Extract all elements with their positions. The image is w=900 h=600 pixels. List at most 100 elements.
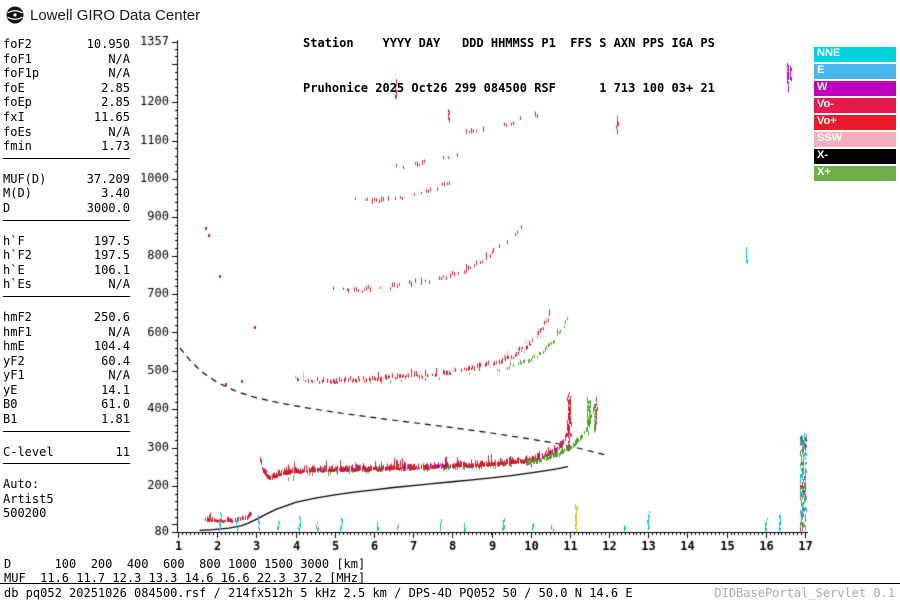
param-value: 2.85 — [101, 80, 130, 95]
param-separator — [3, 219, 130, 221]
param-label: MUF(D) — [3, 171, 47, 186]
param-label: hmE — [3, 339, 25, 354]
station-header: Station YYYY DAY DDD HHMMSS P1 FFS S AXN… — [303, 6, 715, 111]
param-row-artist5: Artist5 — [3, 492, 130, 507]
param-label: foF1p — [3, 66, 40, 81]
param-value: 250.6 — [93, 309, 130, 324]
param-label: D — [3, 200, 11, 215]
legend-item-vo: Vo- — [814, 98, 896, 113]
param-value: N/A — [108, 324, 130, 339]
param-value: 1.73 — [101, 139, 130, 154]
param-row-mufd: MUF(D) 37.209 — [3, 172, 130, 187]
param-row-fof1: foF1 N/A — [3, 52, 130, 67]
param-value: 11.65 — [93, 109, 130, 124]
servlet-version-label: DIDBasePortal_Servlet 0.1 — [714, 586, 895, 600]
param-label: B0 — [3, 397, 18, 412]
station-header-columns: Station YYYY DAY DDD HHMMSS P1 FFS S AXN… — [303, 36, 715, 50]
param-row-fof1p: foF1p N/A — [3, 66, 130, 81]
param-row-he: h`E 106.1 — [3, 263, 130, 278]
param-label: C-level — [3, 444, 54, 459]
param-label: foE — [3, 80, 25, 95]
muf-row: MUF 11.6 11.7 12.3 13.3 14.6 16.6 22.3 3… — [4, 571, 366, 585]
param-label: Auto: — [3, 477, 40, 492]
param-label: M(D) — [3, 186, 32, 201]
param-separator — [3, 463, 130, 465]
param-row-fxi: fxI 11.65 — [3, 110, 130, 125]
param-value: 14.1 — [101, 382, 130, 397]
param-label: B1 — [3, 412, 18, 427]
param-value: 104.4 — [93, 339, 130, 354]
param-label: h`E — [3, 262, 25, 277]
legend-item-vo: Vo+ — [814, 115, 896, 130]
param-value: 3000.0 — [86, 200, 130, 215]
param-label: foF1 — [3, 51, 32, 66]
param-row-ye: yE 14.1 — [3, 383, 130, 398]
param-label: fxI — [3, 109, 25, 124]
param-label: foEp — [3, 95, 32, 110]
param-row-yf2: yF2 60.4 — [3, 354, 130, 369]
param-label: foF2 — [3, 37, 32, 51]
legend-item-x: X+ — [814, 166, 896, 181]
param-row-foe: foE 2.85 — [3, 81, 130, 96]
param-value: N/A — [108, 368, 130, 383]
legend-item-e: E — [814, 64, 896, 79]
param-row-fmin: fmin 1.73 — [3, 139, 130, 154]
param-value: 1.81 — [101, 412, 130, 427]
param-label: hmF2 — [3, 309, 32, 324]
param-row-b1: B1 1.81 — [3, 412, 130, 427]
param-row-foes: foEs N/A — [3, 125, 130, 140]
param-row-auto: Auto: — [3, 477, 130, 492]
param-row-fof2: foF2 10.950 — [3, 37, 130, 52]
legend-item-w: W — [814, 81, 896, 96]
distance-row: D 100 200 400 600 800 1000 1500 3000 [km… — [4, 557, 366, 571]
param-row-clevel: C-level 11 — [3, 445, 130, 460]
param-label: yE — [3, 382, 18, 397]
param-row-d: D 3000.0 — [3, 201, 130, 216]
param-separator — [3, 430, 130, 432]
param-separator — [3, 295, 130, 297]
param-row-foep: foEp 2.85 — [3, 95, 130, 110]
param-label: Artist5 — [3, 491, 54, 506]
param-value: 10.950 — [86, 37, 130, 51]
giro-globe-icon — [6, 6, 24, 24]
logo-text: Lowell GIRO Data Center — [30, 6, 201, 24]
param-row-yf1: yF1 N/A — [3, 368, 130, 383]
param-row-hf2: h`F2 197.5 — [3, 248, 130, 263]
param-row-hf: h`F 197.5 — [3, 234, 130, 249]
param-row-hme: hmE 104.4 — [3, 339, 130, 354]
param-row-hes: h`Es N/A — [3, 277, 130, 292]
param-value: 3.40 — [101, 186, 130, 201]
status-bar: db pq052 20251026 084500.rsf / 214fx512h… — [0, 583, 900, 600]
param-value: N/A — [108, 277, 130, 292]
param-label: yF1 — [3, 368, 25, 383]
param-label: h`F2 — [3, 248, 32, 263]
param-label: hmF1 — [3, 324, 32, 339]
param-label: foEs — [3, 124, 32, 139]
param-label: fmin — [3, 139, 32, 154]
param-row-b0: B0 61.0 — [3, 397, 130, 412]
param-value: 37.209 — [86, 171, 130, 186]
legend-item-nne: NNE — [814, 47, 896, 62]
legend-item-ssw: SSW — [814, 132, 896, 147]
param-value: 197.5 — [93, 248, 130, 263]
station-header-values: Pruhonice 2025 Oct26 299 084500 RSF 1 71… — [303, 81, 715, 95]
param-value: 2.85 — [101, 95, 130, 110]
legend-item-x: X- — [814, 149, 896, 164]
param-value: 106.1 — [93, 262, 130, 277]
param-label: h`Es — [3, 277, 32, 292]
param-value: N/A — [108, 124, 130, 139]
param-row-500200: 500200 — [3, 506, 130, 521]
param-separator — [3, 157, 130, 159]
param-label: h`F — [3, 233, 25, 248]
parameter-panel: foF2 10.950 foF1 N/A foF1p N/A foE 2.85 foEp 2.85… — [3, 37, 130, 521]
param-label: 500200 — [3, 506, 47, 521]
trace-legend: NNE E W Vo- Vo+ SSW X- X+ — [814, 47, 896, 183]
status-file-info: db pq052 20251026 084500.rsf / 214fx512h… — [4, 586, 633, 600]
param-value: N/A — [108, 51, 130, 66]
param-row-hmf2: hmF2 250.6 — [3, 310, 130, 325]
param-row-hmf1: hmF1 N/A — [3, 325, 130, 340]
lowell-giro-logo: Lowell GIRO Data Center — [5, 5, 200, 25]
param-value: 197.5 — [93, 233, 130, 248]
param-value: N/A — [108, 66, 130, 81]
